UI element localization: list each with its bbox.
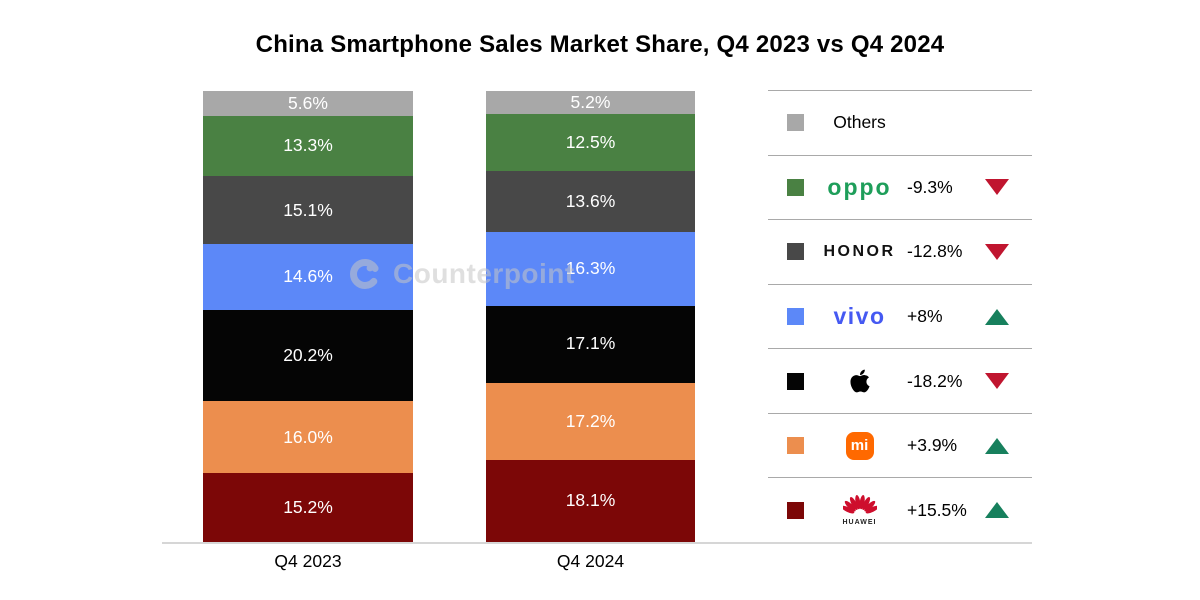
segment-value-label: 14.6% xyxy=(283,266,333,287)
segment-value-label: 12.5% xyxy=(565,131,616,152)
legend-swatch-vivo xyxy=(787,308,804,326)
legend-change-xiaomi: +3.9% xyxy=(907,435,958,456)
bar-segment-apple-2023: 20.2% xyxy=(203,310,413,402)
bar-segment-xiaomi-2024: 17.2% xyxy=(486,382,695,461)
honor-logo: HONOR xyxy=(823,242,896,260)
segment-value-label: 13.3% xyxy=(283,135,333,156)
legend-row-xiaomi: mi +3.9% xyxy=(768,412,1032,478)
legend-row-oppo: oppo -9.3% xyxy=(768,154,1032,220)
legend-swatch-xiaomi xyxy=(787,437,804,455)
stacked-bar-q4-2024: 5.2% 12.5% 13.6% 16.3% 17.1% 17.2% 18.1% xyxy=(486,91,695,542)
segment-value-label: 17.2% xyxy=(565,410,616,431)
bar-segment-honor-2023: 15.1% xyxy=(203,176,413,245)
bar-segment-oppo-2024: 12.5% xyxy=(486,114,695,171)
bar-segment-vivo-2024: 16.3% xyxy=(486,232,695,306)
legend-swatch-honor xyxy=(787,243,804,261)
legend-change-huawei: +15.5% xyxy=(907,499,967,520)
bar-segment-vivo-2023: 14.6% xyxy=(203,244,413,311)
segment-value-label: 15.2% xyxy=(283,496,333,517)
chart-title: China Smartphone Sales Market Share, Q4 … xyxy=(255,31,945,58)
bar-segment-huawei-2024: 18.1% xyxy=(486,460,695,542)
oppo-logo: oppo xyxy=(827,173,892,200)
legend-swatch-huawei xyxy=(787,501,804,519)
legend-label-others: Others xyxy=(833,112,886,133)
segment-value-label: 17.1% xyxy=(565,333,616,354)
legend: Others oppo -9.3% HONOR -12.8% vivo +8% xyxy=(768,90,1032,542)
legend-change-apple: -18.2% xyxy=(907,370,963,391)
apple-logo xyxy=(849,368,870,394)
bar-segment-huawei-2023: 15.2% xyxy=(203,473,413,542)
legend-change-vivo: +8% xyxy=(907,306,943,327)
segment-value-label: 20.2% xyxy=(283,344,333,365)
legend-row-apple: -18.2% xyxy=(768,348,1032,413)
segment-value-label: 5.2% xyxy=(570,91,611,112)
xiaomi-logo: mi xyxy=(845,431,874,460)
legend-swatch-others xyxy=(787,114,804,132)
legend-change-oppo: -9.3% xyxy=(907,176,953,197)
segment-value-label: 16.3% xyxy=(565,258,616,279)
legend-change-honor: -12.8% xyxy=(907,241,963,262)
legend-swatch-oppo xyxy=(787,178,804,196)
trend-down-icon xyxy=(985,373,1009,390)
x-axis-label-q4-2024: Q4 2024 xyxy=(556,551,625,571)
x-axis-line xyxy=(162,542,1032,544)
segment-value-label: 18.1% xyxy=(565,490,616,511)
trend-up-icon xyxy=(985,437,1009,454)
stacked-bar-q4-2023: 5.6% 13.3% 15.1% 14.6% 20.2% 16.0% 15.2% xyxy=(203,91,413,542)
trend-up-icon xyxy=(985,502,1009,519)
x-axis-label-q4-2023: Q4 2023 xyxy=(274,551,342,571)
bar-segment-honor-2024: 13.6% xyxy=(486,170,695,233)
huawei-logo: HUAWEI xyxy=(842,494,877,527)
legend-row-others: Others xyxy=(768,90,1032,155)
bar-segment-apple-2024: 17.1% xyxy=(486,305,695,383)
huawei-petals-icon xyxy=(842,494,877,518)
vivo-logo: vivo xyxy=(833,303,886,330)
legend-row-honor: HONOR -12.8% xyxy=(768,219,1032,284)
bar-segment-others-2024: 5.2% xyxy=(486,91,695,115)
segment-value-label: 16.0% xyxy=(283,426,333,447)
huawei-logo-text: HUAWEI xyxy=(842,519,877,527)
bar-segment-others-2023: 5.6% xyxy=(203,91,413,117)
segment-value-label: 5.6% xyxy=(288,92,328,113)
legend-row-vivo: vivo +8% xyxy=(768,283,1032,349)
segment-value-label: 15.1% xyxy=(283,199,333,220)
xiaomi-logo-text: mi xyxy=(850,437,869,455)
trend-down-icon xyxy=(985,243,1009,260)
bar-segment-oppo-2023: 13.3% xyxy=(203,116,413,177)
legend-row-huawei: HUAWEI +15.5% xyxy=(768,477,1032,542)
trend-up-icon xyxy=(985,308,1009,325)
trend-down-icon xyxy=(985,179,1009,196)
bar-segment-xiaomi-2023: 16.0% xyxy=(203,401,413,474)
legend-swatch-apple xyxy=(787,372,804,390)
segment-value-label: 13.6% xyxy=(565,190,616,211)
